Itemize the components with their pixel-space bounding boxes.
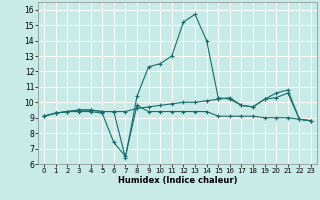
X-axis label: Humidex (Indice chaleur): Humidex (Indice chaleur) [118, 176, 237, 185]
